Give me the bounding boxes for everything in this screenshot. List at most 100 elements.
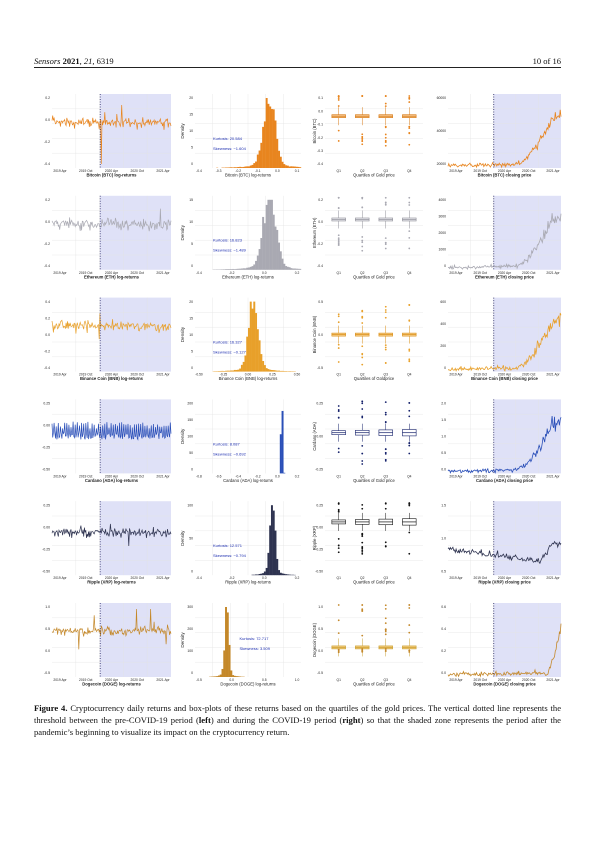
- returns-series: [51, 208, 172, 232]
- outlier-point: [408, 247, 411, 250]
- outlier-point: [384, 247, 387, 250]
- x-tick-label: -0.8: [196, 474, 202, 478]
- covid-shade: [493, 195, 561, 270]
- x-tick-label: -0.3: [216, 169, 222, 173]
- outlier-point: [408, 196, 411, 199]
- histogram-bar: [292, 268, 295, 270]
- histogram-bar: [232, 268, 235, 270]
- x-tick-label: 2019 Oct: [474, 678, 487, 682]
- histogram-bar: [272, 510, 275, 576]
- histogram-bar: [217, 675, 220, 677]
- histogram-bar: [244, 166, 247, 168]
- outlier-point: [384, 630, 387, 633]
- outlier-point: [408, 607, 411, 609]
- y-tick-label: 0.00: [43, 525, 50, 529]
- x-tick-label: 0.50: [294, 373, 301, 377]
- x-tick-label: 1.0: [295, 678, 300, 682]
- y-axis-label: Density: [180, 123, 185, 139]
- histogram-bar: [230, 167, 233, 168]
- y-axis-label: Binance Coin (BNB): [312, 315, 317, 353]
- histogram-bar: [253, 301, 256, 372]
- skewness-annotation: Skewness: −0.794: [213, 553, 247, 558]
- outlier-point: [408, 624, 411, 626]
- x-axis-label: Quartiles of Gold price: [353, 580, 395, 585]
- outlier-point: [337, 321, 340, 324]
- x-tick-label: 2020 Oct: [522, 373, 535, 377]
- histogram-bar: [258, 150, 261, 168]
- histogram-bar: [258, 573, 261, 576]
- x-tick-label: 2020 Oct: [131, 576, 144, 580]
- histogram-bar: [232, 675, 235, 677]
- x-tick-label: Q2: [360, 474, 365, 478]
- panel-title: Cardano (ADA) log-returns: [223, 478, 273, 483]
- x-tick-label: 2019 Apr: [53, 271, 67, 275]
- histogram-bar: [235, 369, 238, 372]
- histogram-bar: [233, 167, 236, 168]
- y-tick-label: 0.2: [318, 198, 323, 202]
- y-tick-label: 0.0: [441, 468, 446, 472]
- y-tick-label: 10: [189, 129, 193, 133]
- outlier-point: [337, 361, 340, 363]
- outlier-point: [337, 95, 340, 98]
- y-tick-label: 200: [187, 402, 193, 406]
- histogram-bar: [230, 370, 233, 372]
- x-tick-label: 2019 Apr: [449, 474, 463, 478]
- histogram-bar: [288, 166, 291, 168]
- outlier-point: [408, 303, 411, 306]
- outlier-point: [337, 313, 340, 316]
- histogram-bar: [278, 242, 280, 270]
- y-tick-label: -0.50: [42, 468, 50, 472]
- x-tick-label: 2020 Oct: [131, 373, 144, 377]
- histogram-bar: [251, 266, 254, 270]
- histogram-bar: [274, 530, 277, 576]
- x-tick-label: 2021 Apr: [156, 373, 170, 377]
- histogram-bar: [237, 676, 240, 677]
- x-tick-label: 2020 Oct: [131, 474, 144, 478]
- histogram-bar: [235, 167, 238, 168]
- kurtosis-annotation: Kurtosis: 12.571: [213, 543, 243, 548]
- outlier-point: [408, 452, 411, 455]
- outlier-point: [408, 409, 411, 412]
- y-tick-label: 0.2: [45, 316, 50, 320]
- y-tick-label: 1.0: [441, 435, 446, 439]
- histogram-bar: [279, 434, 282, 474]
- histogram-bar: [270, 199, 273, 270]
- outlier-point: [361, 133, 364, 136]
- outlier-point: [384, 346, 387, 349]
- boxplot-panel: Q1 Q2 Q3 Q4 1.0 0.5 0.0 -0.5 Dogecoin (DOGE) Quar…: [312, 603, 423, 687]
- x-tick-label: 0.00: [245, 373, 252, 377]
- x-tick-label: 0.2: [295, 271, 300, 275]
- x-tick-label: 2020 Oct: [522, 678, 535, 682]
- outlier-point: [384, 237, 387, 240]
- x-tick-label: 0.0: [229, 678, 234, 682]
- histogram-bar: [272, 370, 275, 372]
- outlier-point: [384, 316, 387, 319]
- histogram-bar: [297, 268, 300, 270]
- x-tick-label: Q4: [407, 678, 412, 682]
- outlier-point: [361, 356, 364, 359]
- outlier-point: [384, 140, 387, 143]
- outlier-point: [337, 238, 340, 241]
- outlier-point: [384, 203, 387, 206]
- outlier-point: [361, 552, 364, 555]
- skewness-annotation: Skewness: 3.509: [240, 646, 271, 651]
- outlier-point: [337, 207, 340, 209]
- outlier-point: [361, 137, 364, 139]
- histogram-bar: [283, 263, 286, 270]
- x-tick-label: 2019 Oct: [79, 474, 92, 478]
- y-tick-label: 400: [440, 322, 446, 326]
- y-tick-label: 15: [189, 198, 193, 202]
- outlier-point: [337, 619, 340, 622]
- outlier-point: [408, 360, 411, 363]
- y-tick-label: -0.1: [317, 123, 323, 127]
- histogram-bar: [226, 370, 229, 372]
- outlier-point: [408, 604, 411, 606]
- histogram-bar: [267, 199, 270, 270]
- kurtosis-annotation: Kurtosis: 16.823: [213, 238, 243, 243]
- histogram-bar: [253, 264, 256, 270]
